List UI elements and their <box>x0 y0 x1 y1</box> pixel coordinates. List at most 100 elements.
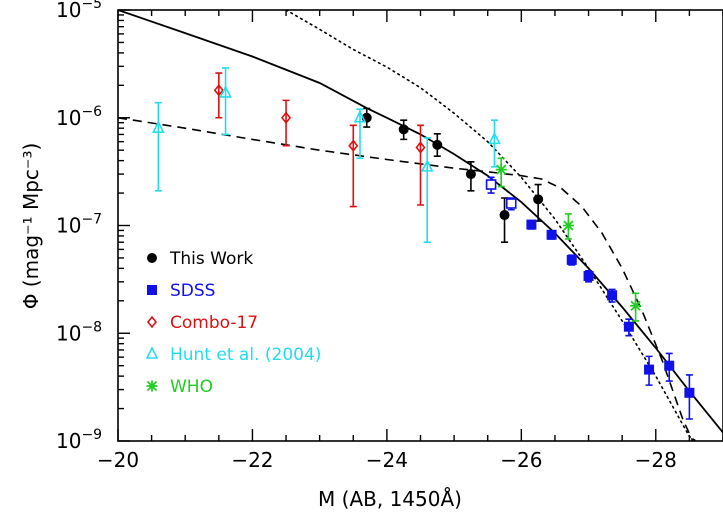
point-marker <box>499 210 510 221</box>
data-point <box>465 161 476 192</box>
point-marker <box>533 194 544 205</box>
point-marker <box>488 131 501 145</box>
marker-circle <box>533 194 544 205</box>
data-point <box>488 119 501 168</box>
legend-marker <box>146 380 158 392</box>
legend-label: This Work <box>169 249 253 269</box>
marker-square <box>607 290 618 301</box>
data-point <box>495 157 507 188</box>
legend-item: Combo-17 <box>146 313 258 333</box>
point-marker <box>465 169 476 180</box>
error-bar <box>154 101 162 192</box>
point-marker <box>281 111 292 125</box>
y-tick-exponent: −6 <box>81 104 102 120</box>
point-marker <box>485 179 497 190</box>
marker-diamond <box>146 315 158 329</box>
legend-label: Combo-17 <box>170 313 258 333</box>
point-marker <box>213 83 224 97</box>
marker-asterisk <box>562 220 574 231</box>
legend-item: This Work <box>147 249 253 269</box>
data-point <box>526 219 537 230</box>
y-tick-label: 10−8 <box>56 319 102 345</box>
series-this-work <box>361 107 544 243</box>
legend-marker <box>145 346 159 359</box>
axis-ticks <box>117 9 723 442</box>
x-tick-label: −28 <box>635 448 677 472</box>
legend-item: Hunt et al. (2004) <box>145 345 321 365</box>
x-axis-label: M (AB, 1450Å) <box>318 487 462 511</box>
marker-triangle <box>219 85 232 98</box>
point-marker <box>348 139 359 153</box>
error-bar <box>349 124 357 208</box>
data-point <box>420 137 434 243</box>
data-point <box>398 119 409 141</box>
point-marker <box>420 159 434 172</box>
data-point <box>281 99 292 147</box>
point-marker <box>353 109 367 123</box>
curve-solid <box>118 10 723 434</box>
y-tick-base: 10 <box>56 214 81 238</box>
point-marker <box>415 141 426 154</box>
curve-dashed <box>118 117 694 441</box>
marker-square <box>505 198 517 209</box>
y-tick-base: 10 <box>56 429 81 453</box>
legend-marker <box>147 253 157 263</box>
x-tick-label: −24 <box>366 448 408 472</box>
data-point <box>583 269 594 283</box>
y-tick-exponent: −8 <box>81 319 102 335</box>
marker-circle <box>398 124 409 135</box>
marker-square <box>526 219 537 230</box>
point-marker <box>526 219 537 230</box>
y-tick-exponent: −5 <box>81 0 102 12</box>
data-point <box>607 288 618 303</box>
y-axis-label: Φ (mag⁻¹ Mpc⁻³) <box>19 143 43 310</box>
error-bar <box>423 137 431 243</box>
point-marker <box>623 321 634 332</box>
point-marker <box>562 220 574 231</box>
data-point <box>684 374 695 420</box>
data-point <box>415 124 426 206</box>
y-tick-base: 10 <box>56 0 81 22</box>
data-point <box>353 108 367 160</box>
point-marker <box>566 254 577 265</box>
y-tick-label: 10−5 <box>56 0 102 22</box>
y-tick-exponent: −7 <box>81 212 102 228</box>
curve-dotted <box>285 10 697 441</box>
marker-square <box>485 179 497 190</box>
legend-item: WHO <box>146 377 213 397</box>
marker-triangle <box>145 346 159 359</box>
y-tick-base: 10 <box>56 321 81 345</box>
marker-triangle <box>420 159 434 172</box>
marker-triangle <box>353 109 367 123</box>
data-point <box>348 124 359 208</box>
data-point <box>213 72 224 119</box>
data-points <box>152 67 695 420</box>
legend-label: WHO <box>170 377 213 397</box>
marker-circle <box>465 169 476 180</box>
marker-diamond <box>213 83 224 97</box>
legend: This Work SDSS Combo-17 Hunt et al. (2004) W… <box>145 249 321 397</box>
y-tick-exponent: −9 <box>81 427 102 443</box>
point-marker <box>607 290 618 301</box>
data-point <box>152 101 165 192</box>
data-point <box>623 318 634 337</box>
marker-square <box>644 364 655 375</box>
marker-triangle <box>488 131 501 145</box>
x-tick-label: −20 <box>97 448 139 472</box>
marker-asterisk <box>495 164 507 176</box>
data-point <box>505 197 517 211</box>
point-marker <box>398 124 409 135</box>
marker-square <box>684 387 695 398</box>
error-bar <box>222 67 230 136</box>
data-point <box>219 67 232 136</box>
marker-square <box>147 285 157 295</box>
legend-item: SDSS <box>147 281 215 301</box>
marker-square <box>566 254 577 265</box>
marker-diamond <box>281 111 292 125</box>
legend-label: Hunt et al. (2004) <box>170 345 321 365</box>
data-point <box>644 355 655 386</box>
y-tick-label: 10−6 <box>56 104 102 130</box>
marker-square <box>546 229 557 240</box>
series-sdss <box>485 176 695 420</box>
